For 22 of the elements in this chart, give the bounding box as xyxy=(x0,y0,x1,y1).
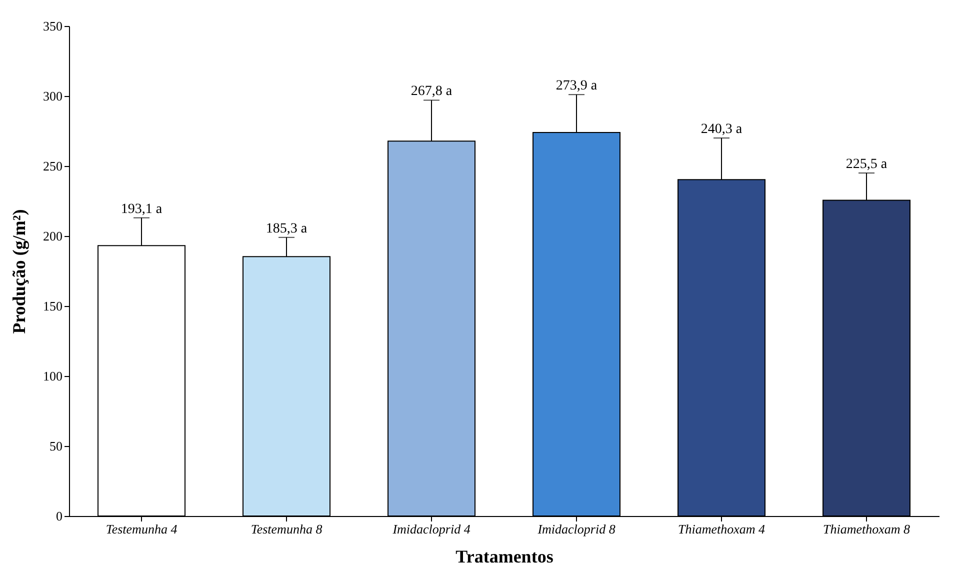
x-tick-label: Thiamethoxam 4 xyxy=(678,522,766,536)
y-tick-label: 200 xyxy=(43,228,62,244)
y-axis-title: Produção (g/m²) xyxy=(9,209,29,334)
x-tick-label: Testemunha 4 xyxy=(106,522,178,536)
x-tick-label: Imidacloprid 4 xyxy=(392,522,471,536)
x-axis-title: Tratamentos xyxy=(456,546,554,566)
data-label: 225,5 a xyxy=(846,157,888,172)
data-label: 193,1 a xyxy=(120,202,163,217)
data-label: 185,3 a xyxy=(266,221,308,236)
data-label: 273,9 a xyxy=(556,78,598,94)
y-tick-label: 350 xyxy=(43,18,62,34)
y-tick-label: 150 xyxy=(43,298,62,314)
x-tick-label: Imidacloprid 8 xyxy=(536,522,616,536)
y-tick-label: 250 xyxy=(43,158,62,174)
data-label: 240,3 a xyxy=(700,122,743,137)
x-tick-label: Testemunha 8 xyxy=(250,522,323,536)
y-tick-label: 300 xyxy=(43,88,62,104)
data-label: 267,8 a xyxy=(410,84,453,100)
x-tick-label: Thiamethoxam 8 xyxy=(822,522,911,536)
y-tick-label: 0 xyxy=(56,508,62,524)
y-tick-label: 50 xyxy=(50,438,62,454)
y-tick-label: 100 xyxy=(43,368,62,384)
